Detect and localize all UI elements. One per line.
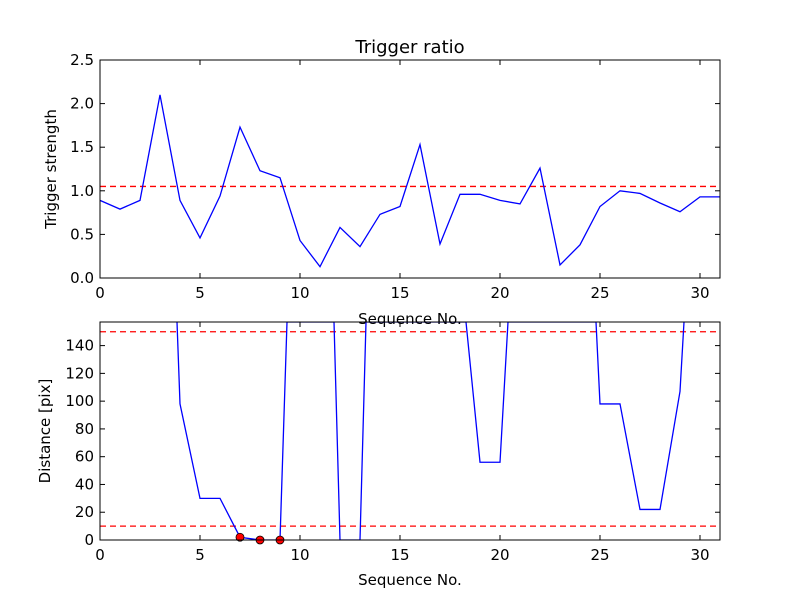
x-tick-label: 0 — [95, 546, 105, 564]
y-tick-label: 0 — [84, 531, 94, 549]
y-tick-label: 0.0 — [70, 269, 94, 287]
plot-frame — [99, 59, 721, 279]
y-tick-label: 1.5 — [70, 138, 94, 156]
x-axis-label: Sequence No. — [358, 310, 462, 328]
y-tick-label: 120 — [65, 364, 94, 382]
y-tick-label: 100 — [65, 392, 94, 410]
trigger-ratio-chart: Trigger ratio Sequence No. Trigger stren… — [42, 37, 721, 328]
plot-area: 0 5 10 15 20 25 30 0 20 40 60 80 100 120 140 — [65, 321, 721, 564]
y-tick-label: 80 — [75, 420, 94, 438]
x-tick-label: 15 — [390, 284, 409, 302]
y-axis-label: Distance [pix] — [36, 379, 54, 484]
plot-frame — [99, 321, 721, 541]
y-tick-label: 0.5 — [70, 225, 94, 243]
x-tick-label: 10 — [290, 284, 309, 302]
y-axis-label: Trigger strength — [42, 109, 60, 230]
x-tick-label: 25 — [590, 284, 609, 302]
x-tick-label: 30 — [690, 284, 709, 302]
y-tick-label: 2.0 — [70, 95, 94, 113]
x-tick-label: 20 — [490, 546, 509, 564]
chart-title: Trigger ratio — [354, 37, 464, 58]
x-axis-label: Sequence No. — [358, 571, 462, 589]
series-line — [100, 94, 720, 268]
series-line — [176, 322, 685, 540]
x-tick-label: 30 — [690, 546, 709, 564]
y-tick-label: 140 — [65, 337, 94, 355]
data-point-marker — [235, 532, 245, 542]
y-tick-label: 40 — [75, 475, 94, 493]
y-tick-label: 2.5 — [70, 51, 94, 69]
x-tick-label: 25 — [590, 546, 609, 564]
x-tick-label: 15 — [390, 546, 409, 564]
x-tick-label: 20 — [490, 284, 509, 302]
y-tick-label: 1.0 — [70, 182, 94, 200]
x-tick-label: 5 — [195, 546, 205, 564]
x-tick-label: 5 — [195, 284, 205, 302]
x-tick-label: 10 — [290, 546, 309, 564]
y-tick-label: 60 — [75, 448, 94, 466]
y-tick-label: 20 — [75, 503, 94, 521]
plot-area: 0 5 10 15 20 25 30 0.0 0.5 1.0 1.5 2.0 2.5 — [70, 51, 721, 302]
distance-chart: Sequence No. Distance [pix] 0 5 10 15 20 25 30… — [36, 321, 721, 589]
x-tick-label: 0 — [95, 284, 105, 302]
